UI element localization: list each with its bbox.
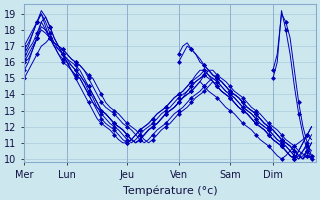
X-axis label: Température (°c): Température (°c): [123, 185, 217, 196]
